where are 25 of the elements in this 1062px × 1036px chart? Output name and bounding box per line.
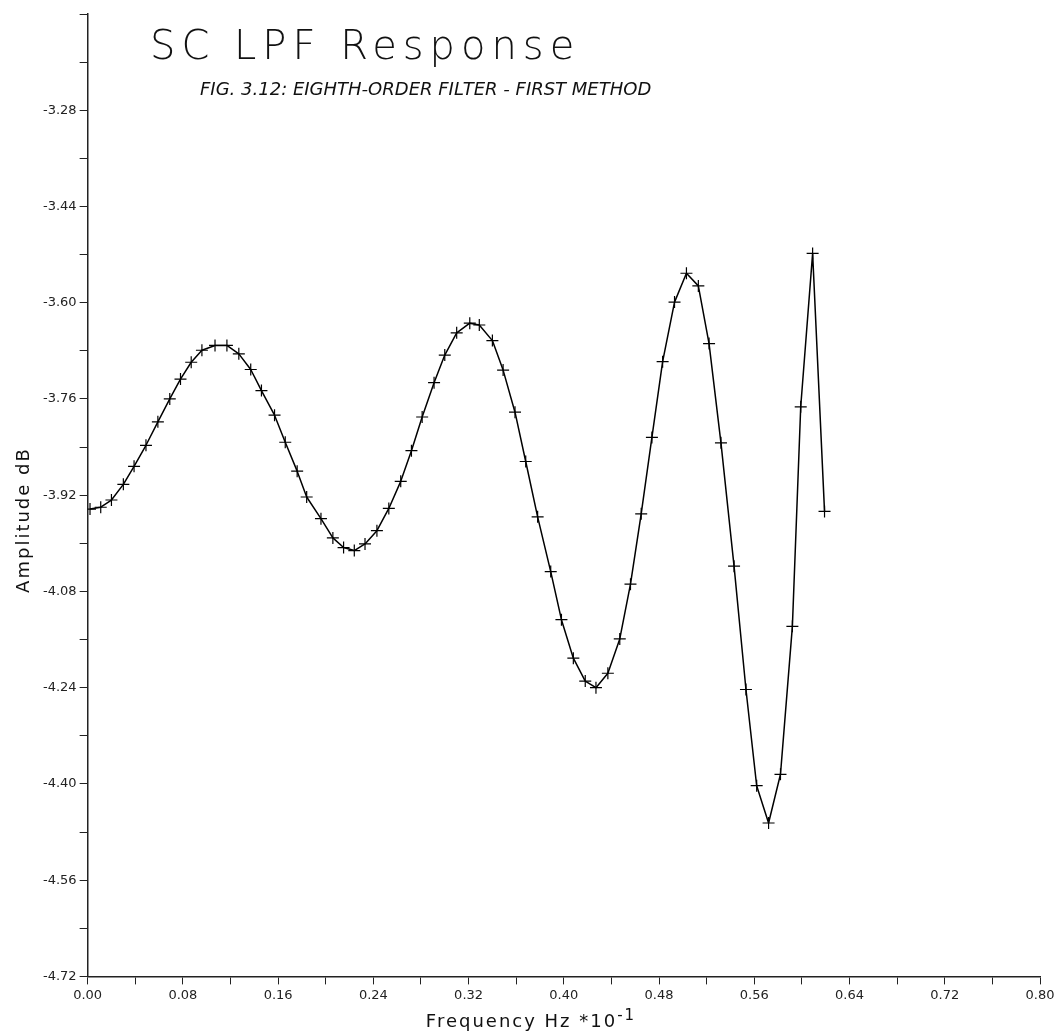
x-tick-label: 0.64 — [835, 986, 864, 1002]
x-tick-label: 0.48 — [644, 986, 674, 1002]
y-tick-label: -4.40 — [43, 775, 77, 791]
y-tick-label: -3.60 — [43, 294, 77, 310]
x-tick-label: 0.00 — [73, 986, 103, 1002]
x-tick-label: 0.16 — [263, 986, 293, 1002]
text: FIG. 3.12: EIGHTH-ORDER FILTER - FIRST METHOD — [200, 78, 652, 99]
y-tick-label: -4.72 — [43, 967, 77, 983]
x-axis-title: Frequency Hz *10$^{-1}$ — [424, 1006, 638, 1031]
chart-title: SC LPF Response — [150, 22, 581, 68]
x-tick-label: 0.72 — [930, 986, 960, 1002]
x-tick-label: 0.56 — [739, 986, 769, 1002]
x-tick-label: 0.80 — [1025, 986, 1055, 1002]
y-tick-label: -4.24 — [43, 679, 77, 695]
y-axis-title: Amplitude dB — [11, 447, 33, 593]
y-tick-label: -4.56 — [43, 871, 77, 887]
y-tick-label: -4.08 — [43, 582, 77, 598]
x-tick-label: 0.32 — [454, 986, 484, 1002]
y-tick-label: -3.44 — [43, 197, 77, 213]
y-tick-label: -3.92 — [43, 486, 77, 502]
x-tick-label: 0.24 — [358, 986, 388, 1002]
x-tick-label: 0.40 — [549, 986, 579, 1002]
y-tick-label: -3.28 — [43, 101, 77, 117]
x-tick-label: 0.08 — [168, 986, 198, 1002]
y-tick-label: -3.76 — [43, 390, 77, 406]
